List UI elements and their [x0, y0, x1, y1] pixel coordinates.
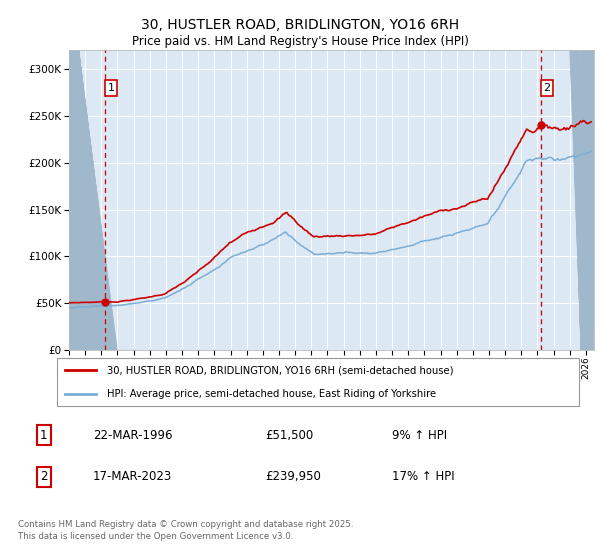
- Text: Price paid vs. HM Land Registry's House Price Index (HPI): Price paid vs. HM Land Registry's House …: [131, 35, 469, 49]
- Text: £51,500: £51,500: [265, 429, 314, 442]
- Bar: [581, 50, 594, 350]
- Text: 2: 2: [544, 83, 551, 93]
- Text: 2: 2: [40, 470, 47, 483]
- Text: 17-MAR-2023: 17-MAR-2023: [92, 470, 172, 483]
- Text: 22-MAR-1996: 22-MAR-1996: [92, 429, 172, 442]
- Text: 30, HUSTLER ROAD, BRIDLINGTON, YO16 6RH (semi-detached house): 30, HUSTLER ROAD, BRIDLINGTON, YO16 6RH …: [107, 365, 454, 375]
- FancyBboxPatch shape: [56, 358, 579, 405]
- Text: HPI: Average price, semi-detached house, East Riding of Yorkshire: HPI: Average price, semi-detached house,…: [107, 389, 436, 399]
- Text: Contains HM Land Registry data © Crown copyright and database right 2025.
This d: Contains HM Land Registry data © Crown c…: [18, 520, 353, 541]
- Text: 30, HUSTLER ROAD, BRIDLINGTON, YO16 6RH: 30, HUSTLER ROAD, BRIDLINGTON, YO16 6RH: [141, 18, 459, 32]
- Bar: [69, 50, 79, 350]
- Text: 9% ↑ HPI: 9% ↑ HPI: [392, 429, 447, 442]
- Text: 1: 1: [40, 429, 47, 442]
- Text: 1: 1: [107, 83, 115, 93]
- Text: £239,950: £239,950: [265, 470, 322, 483]
- Text: 17% ↑ HPI: 17% ↑ HPI: [392, 470, 455, 483]
